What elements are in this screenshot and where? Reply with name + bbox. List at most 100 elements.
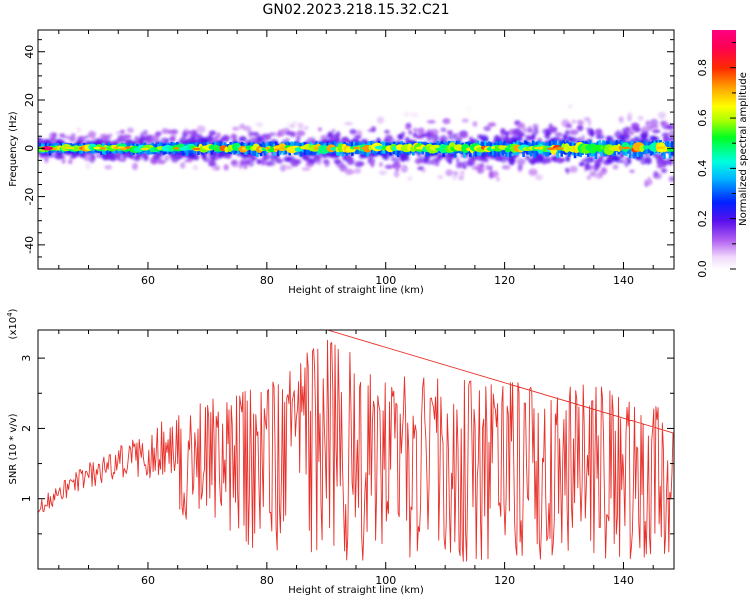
spectrogram-halo-blob [461, 118, 469, 123]
spectrogram-halo-blob [355, 130, 363, 138]
spectrogram-halo-blob [336, 131, 341, 138]
spectrogram-halo-blob [442, 118, 451, 125]
spectrogram-halo-blob [164, 155, 170, 162]
snr-xtick-label: 80 [260, 574, 274, 587]
spectrogram-halo-blob [243, 125, 252, 132]
spectrogram-halo-blob [661, 132, 670, 138]
spectrogram-halo-blob [437, 174, 444, 180]
spectrogram-peak [174, 147, 180, 150]
colorbar: 0.0 0.2 0.4 0.6 0.8 Normalized spectral ampl… [696, 30, 749, 278]
spectrogram-halo-blob [170, 129, 179, 135]
spectrogram-halo-blob [401, 131, 406, 137]
spectrogram-halo-blob [594, 173, 603, 180]
spectrogram-halo-blob [379, 162, 383, 167]
spectrogram-panel: 60 80 100 120 140 -40 -20 0 20 40 Height of strai… [8, 29, 675, 296]
spectrogram-halo-blob [565, 168, 570, 175]
spectrogram-halo-blob [126, 127, 134, 133]
spectrogram-halo-blob [371, 126, 376, 133]
spectrogram-peak [64, 146, 75, 150]
spectrogram-halo-blob [629, 130, 635, 136]
spectrogram-halo-blob [293, 158, 302, 165]
spectrogram-halo-blob [633, 127, 641, 133]
colorbar-tick-label: 0.4 [696, 160, 709, 178]
spectrogram-halo-blob [586, 175, 592, 181]
spectrogram-halo-blob [543, 157, 552, 164]
spectrogram-peak [611, 147, 620, 150]
spectrogram-halo-blob [122, 134, 132, 139]
spectrogram-halo-blob [408, 130, 413, 135]
spectrogram-halo-blob [577, 121, 585, 125]
spectrogram-halo-blob [192, 165, 198, 171]
spectrogram-halo-blob [645, 120, 651, 127]
spectrogram-peak [360, 146, 367, 150]
spectrogram-halo-blob [331, 129, 336, 133]
spectrogram-halo-blob [612, 164, 619, 170]
colorbar-tick-label: 0.2 [696, 210, 709, 228]
spectrogram-halo-blob [522, 127, 528, 133]
spectrogram-halo-blob [517, 163, 523, 170]
spectrogram-halo-blob [534, 174, 543, 181]
spectrogram-halo-blob [238, 136, 247, 142]
spectrogram-halo-blob [549, 126, 558, 133]
spectrogram-halo-blob [571, 119, 577, 124]
spectrogram-halo-blob [68, 159, 73, 165]
spectrogram-halo-blob [232, 126, 240, 131]
spectrogram-halo-blob [472, 121, 478, 127]
spectrogram-halo-blob [627, 157, 632, 165]
spectrogram-halo-blob [504, 131, 510, 136]
spectrogram-halo-blob [84, 135, 89, 139]
spectrogram-halo-blob [96, 154, 104, 158]
spectrogram-ytick-label: 0 [23, 145, 36, 152]
spectrogram-halo-blob [518, 135, 523, 142]
spectrogram-peak [533, 146, 544, 150]
snr-multiplier-base: (x10 [8, 317, 19, 340]
spectrogram-halo-blob [349, 129, 357, 135]
spectrogram-halo-blob [516, 158, 526, 166]
spectrogram-halo-blob [525, 154, 531, 161]
spectrogram-halo-blob [400, 168, 407, 172]
spectrogram-peak [415, 146, 423, 150]
spectrogram-halo-blob [282, 127, 290, 132]
spectrogram-halo-blob [660, 120, 668, 125]
spectrogram-halo-blob [403, 111, 410, 117]
spectrogram-core-cell [556, 143, 560, 159]
spectrogram-core-cell [271, 141, 274, 152]
spectrogram-halo-blob [624, 133, 631, 140]
snr-ylabel: SNR (10 * v/v) [8, 413, 19, 484]
spectrogram-halo-blob [187, 130, 193, 135]
spectrogram-halo-blob [147, 134, 154, 138]
spectrogram-halo-blob [565, 130, 570, 135]
spectrogram-peak [655, 146, 666, 149]
spectrogram-halo-blob [455, 157, 460, 164]
spectrogram-halo-blob [413, 127, 418, 133]
spectrogram-halo-blob [569, 165, 578, 173]
spectrogram-halo-blob [430, 129, 439, 136]
spectrogram-halo-blob [467, 107, 471, 111]
spectrogram-halo-blob [462, 165, 467, 170]
colorbar-tick-label: 0.6 [696, 109, 709, 127]
spectrogram-halo-blob [301, 167, 311, 171]
spectrogram-halo-blob [608, 135, 614, 144]
spectrogram-ticks: 60 80 100 120 140 -40 -20 0 20 40 [23, 30, 674, 287]
spectrogram-halo-blob [590, 129, 595, 137]
spectrogram-halo-blob [652, 129, 661, 134]
colorbar-tick-label: 0.8 [696, 59, 709, 77]
spectrogram-halo-blob [627, 112, 633, 118]
spectrogram-halo-blob [666, 124, 674, 130]
spectrogram-halo-blob [378, 170, 387, 176]
spectrogram-halo-blob [393, 156, 401, 162]
spectrogram-halo-blob [59, 155, 65, 159]
spectrogram-halo-blob [253, 133, 260, 137]
spectrogram-halo-blob [116, 131, 121, 135]
spectrogram-halo-blob [624, 161, 629, 167]
spectrogram-halo-blob [560, 158, 567, 162]
spectrogram-halo-blob [527, 125, 532, 133]
spectrogram-halo-blob [460, 170, 465, 176]
spectrogram-halo-blob [230, 133, 238, 140]
spectrogram-halo-blob [637, 115, 644, 121]
spectrogram-halo-blob [499, 155, 508, 163]
spectrogram-halo-blob [649, 118, 659, 127]
spectrogram-halo-blob [265, 134, 271, 141]
spectrogram-halo-blob [214, 164, 221, 171]
